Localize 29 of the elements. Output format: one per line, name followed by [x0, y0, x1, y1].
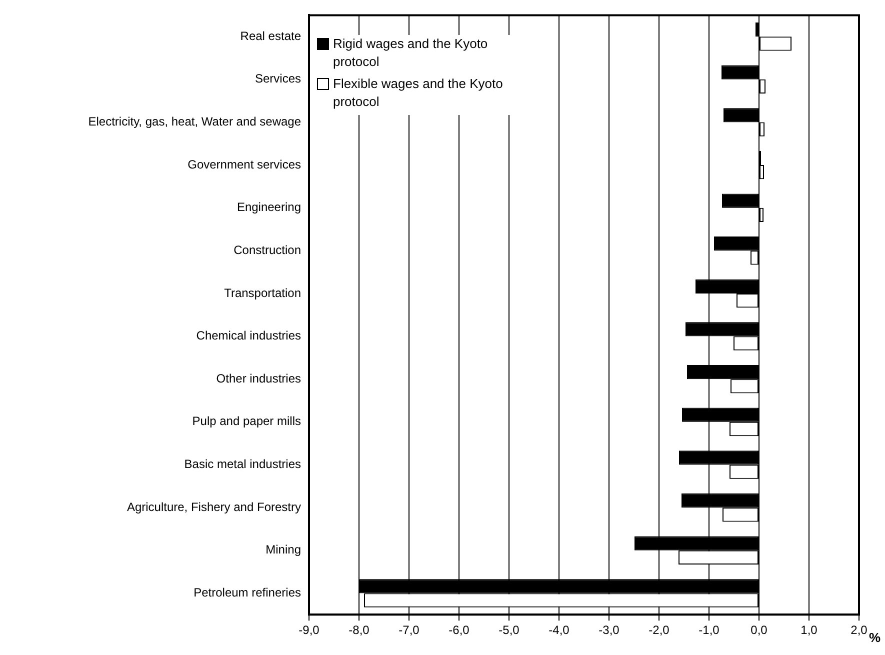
y-tick-label: Transportation — [224, 286, 301, 300]
x-tick-label: -2,0 — [648, 623, 670, 638]
x-axis-title: % — [869, 630, 881, 646]
y-tick-label: Pulp and paper mills — [192, 414, 301, 428]
x-tick-label: -5,0 — [498, 623, 520, 638]
y-tick-label: Agriculture, Fishery and Forestry — [126, 500, 301, 514]
legend-label: Flexible wages and the Kyoto protocol — [333, 75, 504, 112]
legend-label: Rigid wages and the Kyoto protocol — [333, 35, 489, 72]
y-tick-label: Basic metal industries — [184, 457, 301, 472]
x-tick-label: 1,0 — [800, 623, 818, 638]
x-tick-label: -1,0 — [698, 623, 720, 638]
x-tick-label: -6,0 — [448, 623, 470, 638]
x-tick-label: -7,0 — [398, 623, 420, 638]
x-tick-label: -8,0 — [348, 623, 370, 638]
y-tick-label: Petroleum refineries — [194, 586, 301, 600]
y-tick-label: Services — [254, 72, 301, 86]
y-tick-label: Construction — [234, 242, 301, 257]
x-tick-label: 2,0 — [850, 623, 868, 638]
y-tick-label: Real estate — [240, 28, 302, 43]
y-tick-label: Mining — [266, 542, 301, 557]
y-tick-label: Other industries — [216, 371, 301, 386]
x-tick-label: 0,0 — [750, 623, 768, 638]
y-tick-label: Chemical industries — [196, 328, 301, 343]
x-tick-label: -9,0 — [298, 623, 320, 638]
y-tick-label: Electricity, gas, heat, Water and sewage — [88, 114, 302, 129]
y-tick-label: Government services — [188, 157, 301, 172]
y-tick-label: Engineering — [236, 200, 301, 214]
x-tick-label: -4,0 — [548, 623, 570, 638]
x-tick-label: -3,0 — [598, 623, 620, 638]
